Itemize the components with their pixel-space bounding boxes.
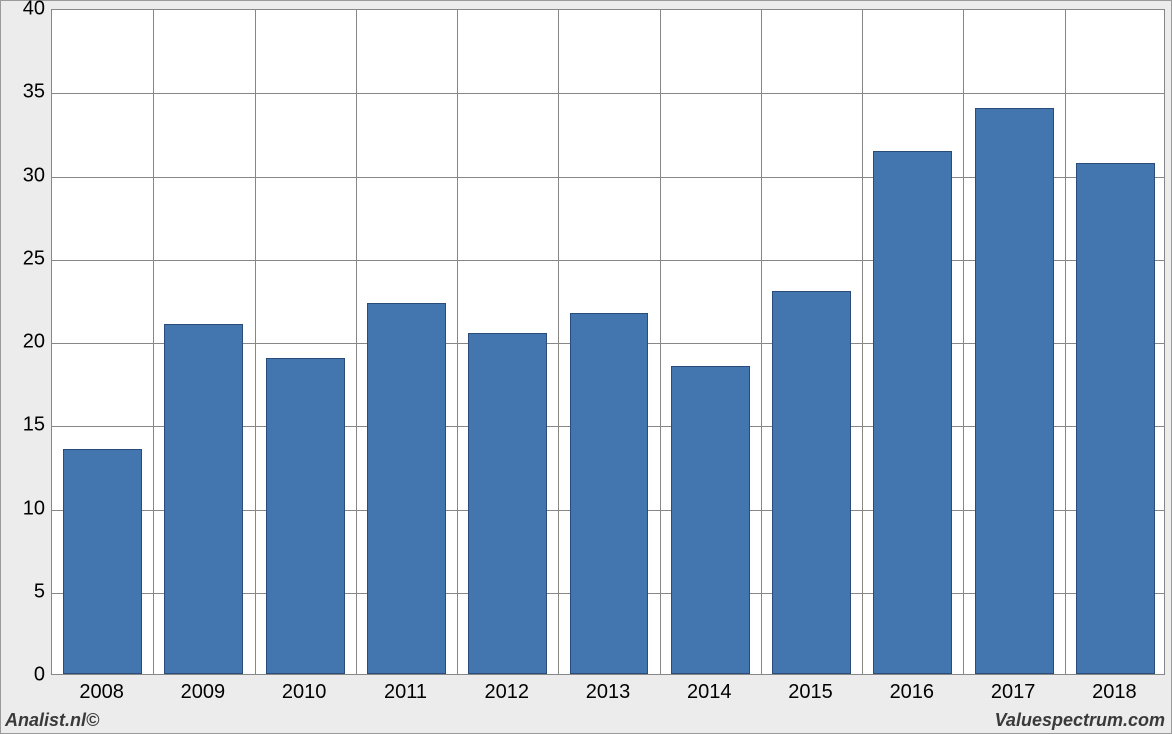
bar [873,151,952,674]
gridline-vertical [457,10,458,674]
x-tick-label: 2010 [282,681,327,704]
x-tick-label: 2017 [991,681,1036,704]
gridline-vertical [558,10,559,674]
bar [63,449,142,674]
y-tick-label: 25 [5,247,45,270]
y-tick-label: 40 [5,0,45,21]
bar [266,358,345,674]
gridline-vertical [255,10,256,674]
x-tick-label: 2013 [586,681,631,704]
gridline-vertical [153,10,154,674]
y-tick-label: 5 [5,580,45,603]
bar [671,366,750,674]
chart-container: 0 5 10 15 20 25 30 35 40 2008 2009 2010 2011 2012 201… [0,0,1172,734]
y-tick-label: 10 [5,497,45,520]
y-tick-label: 35 [5,81,45,104]
x-tick-label: 2012 [484,681,529,704]
plot-area [51,9,1165,675]
bar [367,303,446,674]
x-tick-label: 2009 [181,681,226,704]
gridline-vertical [963,10,964,674]
gridline-vertical [761,10,762,674]
y-tick-label: 0 [5,664,45,687]
footer-right-credit: Valuespectrum.com [995,710,1165,731]
gridline-vertical [862,10,863,674]
bar [570,313,649,674]
bar [164,324,243,674]
gridline-vertical [356,10,357,674]
y-tick-label: 20 [5,331,45,354]
bar [1076,163,1155,674]
x-tick-label: 2018 [1092,681,1137,704]
x-tick-label: 2011 [384,681,427,704]
x-tick-label: 2016 [890,681,935,704]
x-tick-label: 2014 [687,681,732,704]
y-tick-label: 15 [5,414,45,437]
x-tick-label: 2008 [79,681,124,704]
bar [772,291,851,674]
gridline-horizontal [52,93,1164,94]
bar [975,108,1054,674]
footer-left-credit: Analist.nl© [5,710,99,731]
bar [468,333,547,674]
x-tick-label: 2015 [788,681,833,704]
gridline-vertical [660,10,661,674]
gridline-vertical [1065,10,1066,674]
y-tick-label: 30 [5,164,45,187]
